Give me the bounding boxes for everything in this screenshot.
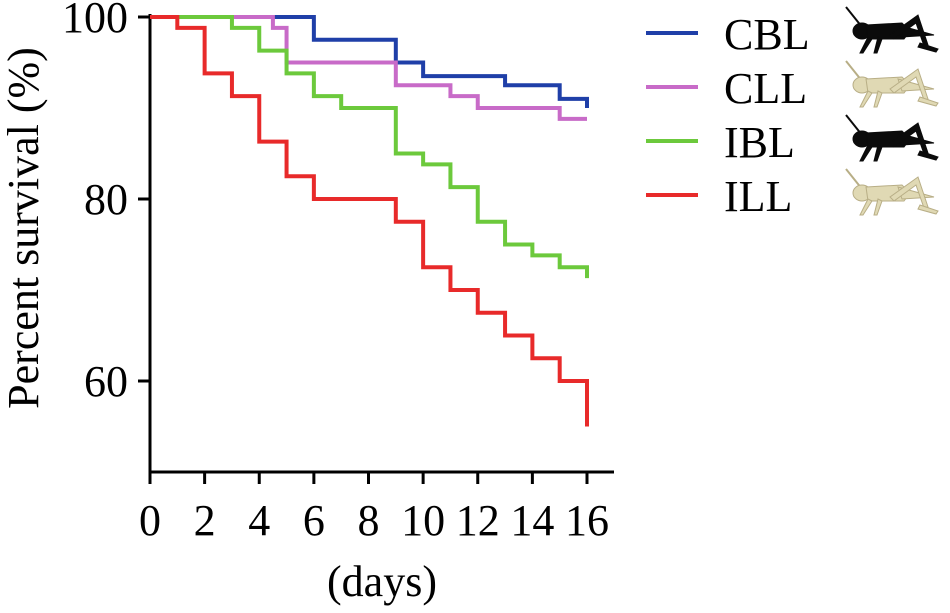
- x-tick-label: 6: [303, 496, 325, 545]
- x-tick-label: 12: [456, 496, 500, 545]
- black-cricket-icon: [845, 6, 939, 54]
- legend: CBL CLL IBL ILL: [646, 6, 939, 221]
- series-group: [150, 15, 589, 427]
- x-tick-label: 16: [565, 496, 609, 545]
- legend-label-cbl: CBL: [724, 10, 810, 59]
- black-cricket-icon: [845, 114, 939, 162]
- legend-label-ill: ILL: [724, 172, 792, 221]
- y-tick-label: 60: [84, 357, 128, 406]
- series-line-cll: [150, 15, 587, 121]
- y-axis-title: Percent survival (%): [0, 47, 48, 409]
- axes: [148, 14, 614, 474]
- x-tick-label: 14: [510, 496, 554, 545]
- series-line-ill: [150, 15, 589, 427]
- legend-label-cll: CLL: [724, 64, 807, 113]
- x-tick-label: 0: [139, 496, 161, 545]
- series-line-ibl: [150, 15, 589, 279]
- x-tick-label: 10: [401, 496, 445, 545]
- y-tick-label: 100: [62, 0, 128, 42]
- x-axis-title: (days): [327, 557, 437, 606]
- pale-cricket-icon: [845, 60, 939, 108]
- ticks: 0 2 4 6 8 10 12 14 16 60 80 100: [62, 0, 609, 545]
- x-tick-label: 2: [194, 496, 216, 545]
- x-tick-label: 8: [358, 496, 380, 545]
- pale-cricket-icon: [845, 168, 939, 216]
- y-tick-label: 80: [84, 175, 128, 224]
- x-tick-label: 4: [248, 496, 270, 545]
- series-line-cbl: [150, 15, 589, 108]
- legend-label-ibl: IBL: [724, 118, 795, 167]
